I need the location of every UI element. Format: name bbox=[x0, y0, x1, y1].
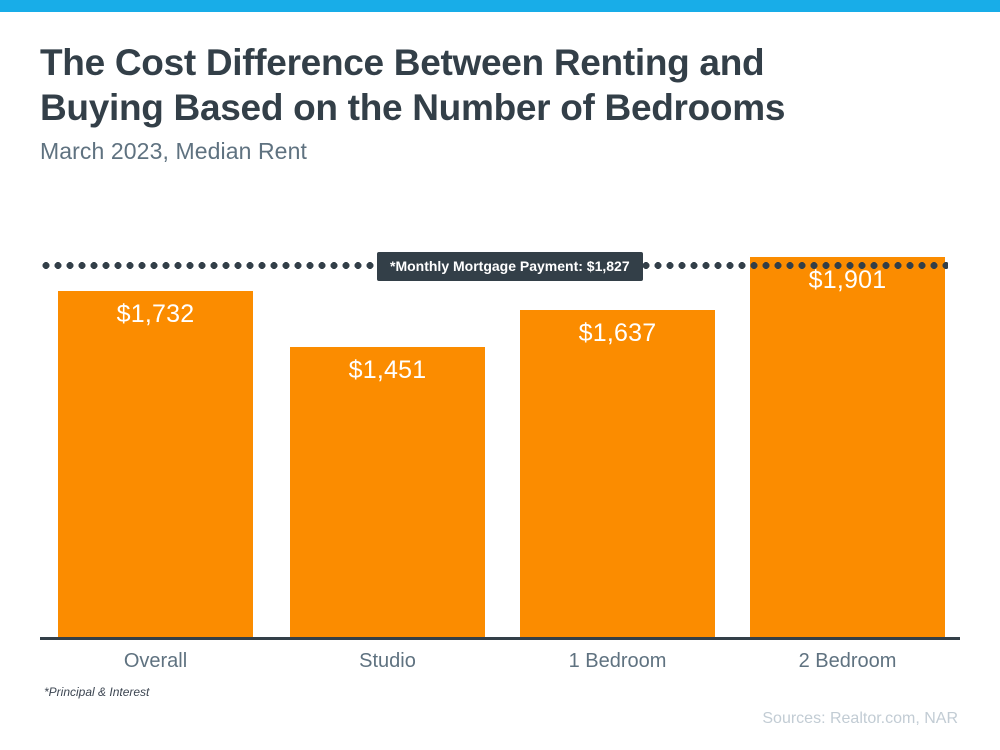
bar-value-label: $1,732 bbox=[116, 300, 195, 328]
mortgage-threshold-callout: *Monthly Mortgage Payment: $1,827 bbox=[377, 252, 643, 281]
footnote-principal-interest: *Principal & Interest bbox=[44, 685, 150, 699]
bar-2-bedroom: $1,901 bbox=[750, 257, 945, 637]
sources-label: Sources: Realtor.com, NAR bbox=[762, 710, 958, 727]
category-label-2-bedroom: 2 Bedroom bbox=[798, 650, 897, 672]
bar-value-label: $1,637 bbox=[578, 319, 657, 347]
bar-value-label: $1,901 bbox=[808, 266, 887, 294]
category-label-1-bedroom: 1 Bedroom bbox=[568, 650, 667, 672]
bar-1-bedroom: $1,637 bbox=[520, 310, 715, 637]
top-accent-bar bbox=[0, 0, 1000, 12]
page-title: The Cost Difference Between Renting and … bbox=[40, 42, 786, 129]
bar-overall: $1,732 bbox=[58, 291, 253, 637]
page-subtitle: March 2023, Median Rent bbox=[40, 138, 307, 165]
category-label-overall: Overall bbox=[123, 650, 188, 672]
bar-studio: $1,451 bbox=[290, 347, 485, 637]
header: The Cost Difference Between Renting and … bbox=[40, 40, 970, 165]
x-axis-line bbox=[40, 637, 960, 640]
bar-value-label: $1,451 bbox=[348, 356, 427, 384]
category-label-studio: Studio bbox=[359, 650, 416, 672]
